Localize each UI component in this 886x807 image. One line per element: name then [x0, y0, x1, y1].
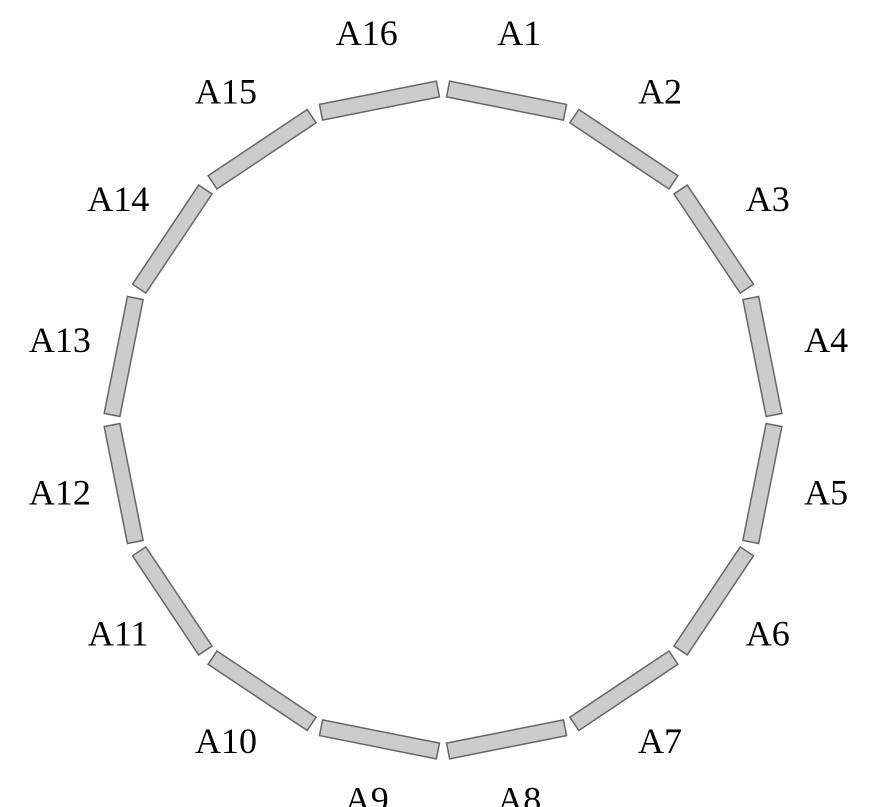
segment-A5: [743, 424, 782, 544]
label-A2: A2: [638, 71, 682, 111]
segment-A13: [104, 296, 143, 416]
label-A14: A14: [87, 179, 149, 219]
label-A1: A1: [497, 13, 541, 53]
label-A15: A15: [195, 71, 257, 111]
segment-A4: [743, 296, 782, 416]
segment-A9: [319, 720, 439, 759]
label-A11: A11: [88, 613, 149, 653]
segment-A7: [570, 651, 678, 731]
segment-A2: [570, 110, 678, 190]
label-A5: A5: [804, 472, 848, 512]
label-A6: A6: [746, 613, 790, 653]
label-A10: A10: [195, 721, 257, 761]
label-A13: A13: [29, 320, 91, 360]
polygon-diagram: A1 A2 A3 A4 A5 A6 A7 A8 A9 A10 A11 A12 A13 A14 A15 A16: [0, 0, 886, 807]
label-A8: A8: [497, 779, 541, 807]
label-A3: A3: [746, 179, 790, 219]
segment-A15: [208, 110, 316, 190]
segment-A3: [674, 185, 754, 293]
segment-A10: [208, 651, 316, 731]
label-A4: A4: [804, 320, 848, 360]
label-A12: A12: [29, 472, 91, 512]
label-A16: A16: [336, 13, 398, 53]
label-A9: A9: [345, 779, 389, 807]
segment-A6: [674, 547, 754, 655]
label-A7: A7: [638, 721, 682, 761]
segment-A12: [104, 424, 143, 544]
segment-A16: [319, 81, 439, 120]
segment-A8: [447, 720, 567, 759]
segment-A1: [447, 81, 567, 120]
